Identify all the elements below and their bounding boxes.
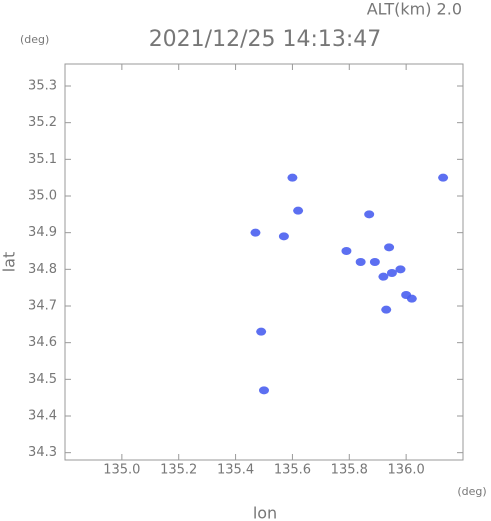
echo bbox=[287, 173, 298, 182]
echo bbox=[438, 173, 449, 182]
x-tick-label: 135.2 bbox=[160, 463, 197, 478]
echo bbox=[293, 206, 304, 215]
y-unit: (deg) bbox=[20, 33, 49, 46]
y-tick-label: 34.5 bbox=[28, 372, 57, 387]
echo bbox=[259, 386, 269, 395]
plot-frame bbox=[64, 63, 464, 461]
echo bbox=[341, 247, 352, 255]
y-tick-label: 34.9 bbox=[28, 225, 57, 240]
y-tick-label: 34.6 bbox=[28, 335, 57, 350]
altitude-header: ALT(km) 2.0 bbox=[367, 0, 462, 19]
y-tick-label: 34.4 bbox=[28, 409, 57, 424]
x-axis-label: lon bbox=[253, 504, 277, 521]
chart-title: 2021/12/25 14:13:47 bbox=[149, 27, 382, 52]
echo bbox=[381, 305, 392, 314]
y-axis-label: lat bbox=[0, 252, 19, 273]
y-tick-label: 35.0 bbox=[28, 189, 57, 204]
x-unit: (deg) bbox=[457, 485, 486, 498]
y-tick-label: 35.3 bbox=[28, 79, 57, 94]
x-tick-label: 136.0 bbox=[388, 463, 425, 478]
x-tick-label: 135.0 bbox=[103, 463, 140, 478]
echo bbox=[250, 228, 261, 237]
y-tick-label: 34.3 bbox=[28, 445, 57, 460]
echo bbox=[256, 327, 267, 336]
echo bbox=[378, 272, 389, 281]
y-tick-label: 35.1 bbox=[28, 152, 57, 167]
y-tick-label: 34.7 bbox=[28, 299, 57, 314]
echo bbox=[355, 258, 366, 266]
echo bbox=[386, 269, 397, 277]
echo bbox=[278, 232, 289, 241]
echo bbox=[384, 243, 395, 252]
x-tick-label: 135.4 bbox=[217, 463, 254, 478]
x-tick-label: 135.8 bbox=[331, 463, 368, 478]
echo bbox=[364, 210, 375, 219]
y-tick-label: 34.8 bbox=[28, 262, 57, 277]
echo bbox=[406, 294, 417, 303]
echo bbox=[369, 258, 380, 266]
echo bbox=[395, 265, 406, 274]
x-tick-label: 135.6 bbox=[274, 463, 311, 478]
y-tick-label: 35.2 bbox=[28, 115, 57, 130]
